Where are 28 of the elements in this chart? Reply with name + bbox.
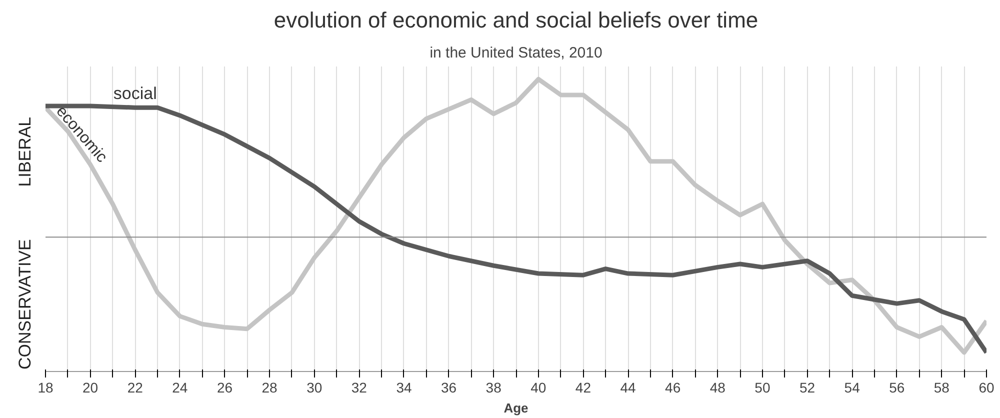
- x-tick-label: 42: [575, 380, 592, 396]
- x-tick-label: 58: [934, 380, 950, 396]
- text: LIBERAL: [16, 116, 34, 187]
- x-tick-label: 60: [978, 380, 994, 396]
- x-tick-label: 26: [216, 380, 233, 396]
- chart-title: evolution of economic and social beliefs over time: [274, 8, 758, 32]
- x-tick-label: 24: [172, 380, 188, 396]
- x-tick-label: 52: [799, 380, 816, 396]
- x-tick-label: 22: [127, 380, 144, 396]
- x-tick-label: 56: [889, 380, 905, 396]
- x-tick-label: 44: [620, 380, 636, 396]
- x-tick-label: 30: [306, 380, 322, 396]
- x-tick-label: 50: [754, 380, 770, 396]
- x-tick-label: 46: [665, 380, 681, 396]
- x-tick-label: 54: [844, 380, 860, 396]
- x-tick-label: 20: [82, 380, 98, 396]
- x-tick-label: 40: [530, 380, 546, 396]
- x-tick-label: 48: [710, 380, 726, 396]
- x-tick-label: 18: [38, 380, 54, 396]
- x-tick-label: 36: [441, 380, 457, 396]
- x-tick-label: 38: [486, 380, 502, 396]
- x-axis-title: Age: [504, 400, 528, 416]
- text: CONSERVATIVE: [16, 239, 34, 370]
- x-tick-label: 28: [262, 380, 278, 396]
- chart-subtitle: in the United States, 2010: [430, 44, 602, 62]
- series-label: social: [113, 84, 157, 103]
- x-tick-label: 32: [351, 380, 368, 396]
- x-tick-label: 34: [396, 380, 412, 396]
